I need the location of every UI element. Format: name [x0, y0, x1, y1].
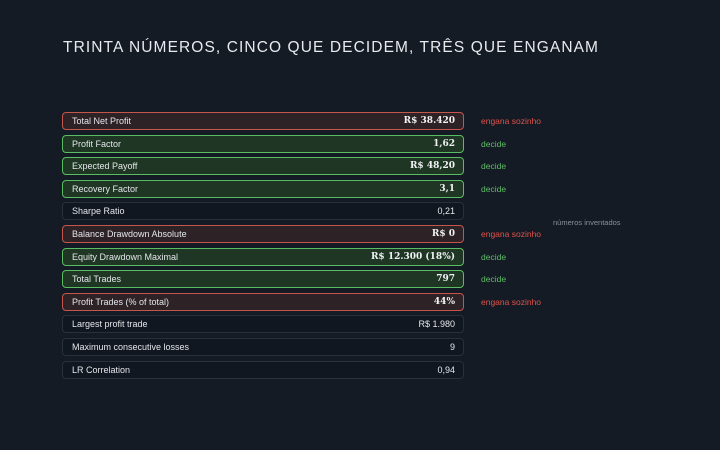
metric-tag: engana sozinho — [481, 296, 542, 307]
metric-value: 9 — [449, 341, 455, 352]
metric-label: Sharpe Ratio — [72, 206, 125, 217]
metric-value: R$ 1.980 — [418, 319, 455, 330]
metric-label: Profit Trades (% of total) — [72, 296, 170, 307]
metric-row: Profit Factor 1,62 — [62, 134, 464, 153]
metric-value: R$ 0 — [431, 228, 455, 239]
side-note: números inventados — [553, 218, 621, 227]
metric-row: LR Correlation 0,94 — [62, 360, 464, 379]
metric-value: R$ 38.420 — [403, 116, 455, 126]
metric-tag: decide — [481, 183, 507, 194]
metric-value: 0,21 — [437, 206, 455, 217]
metric-row-line: Profit Trades (% of total) 44% engana sozi… — [62, 292, 622, 316]
metric-tag: engana sozinho — [481, 116, 542, 126]
metric-row: Recovery Factor 3,1 — [62, 179, 464, 198]
metric-row: Largest profit trade R$ 1.980 — [62, 315, 464, 334]
metric-row: Maximum consecutive losses 9 — [62, 337, 464, 356]
metric-tag: decide — [481, 161, 507, 172]
metric-value: 0,94 — [437, 364, 455, 375]
metric-tag: engana sozinho — [481, 228, 542, 239]
metric-row-line: Recovery Factor 3,1 decide — [62, 179, 622, 203]
metric-row: Total Net Profit R$ 38.420 — [62, 112, 464, 130]
metric-label: Largest profit trade — [72, 319, 148, 330]
metric-label: Expected Payoff — [72, 161, 138, 172]
metric-row-line: Sharpe Ratio 0,21 — [62, 202, 622, 225]
metric-label: Balance Drawdown Absolute — [72, 228, 187, 239]
metric-row-line: Equity Drawdown Maximal R$ 12.300 (18%) de… — [62, 247, 622, 271]
metrics-list: Total Net Profit R$ 38.420 engana sozinho P… — [62, 112, 622, 383]
metric-tag: decide — [481, 251, 507, 262]
metric-label: LR Correlation — [72, 364, 131, 375]
metric-row-line: Expected Payoff R$ 48,20 decide — [62, 157, 622, 180]
metric-label: Profit Factor — [72, 138, 122, 149]
metric-tag: decide — [481, 138, 507, 149]
metric-row: Profit Trades (% of total) 44% — [62, 292, 464, 311]
metric-label: Total Net Profit — [72, 116, 132, 126]
metric-label: Equity Drawdown Maximal — [72, 251, 179, 262]
metric-row: Expected Payoff R$ 48,20 — [62, 157, 464, 176]
metric-label: Maximum consecutive losses — [72, 341, 190, 352]
metric-value: 3,1 — [439, 183, 455, 194]
metric-row-line: Total Net Profit R$ 38.420 engana sozinho — [62, 112, 622, 135]
metric-value: 797 — [436, 274, 455, 285]
page-title: TRINTA NÚMEROS, CINCO QUE DECIDEM, TRÊS … — [63, 39, 600, 56]
metric-row-line: Largest profit trade R$ 1.980 — [62, 315, 622, 338]
metric-label: Recovery Factor — [72, 183, 139, 194]
metric-value: 44% — [433, 296, 455, 307]
metric-value: R$ 48,20 — [409, 161, 455, 172]
metric-value: R$ 12.300 (18%) — [370, 251, 455, 262]
metric-value: 1,62 — [433, 138, 455, 149]
metric-row-line: Maximum consecutive losses 9 — [62, 337, 622, 361]
metric-row: Total Trades 797 — [62, 270, 464, 289]
metric-label: Total Trades — [72, 274, 122, 285]
metric-row: Sharpe Ratio 0,21 — [62, 202, 464, 221]
metric-row: Equity Drawdown Maximal R$ 12.300 (18%) — [62, 247, 464, 266]
metric-row-line: LR Correlation 0,94 — [62, 360, 622, 384]
metric-row: Balance Drawdown Absolute R$ 0 — [62, 224, 464, 243]
metric-row-line: Total Trades 797 decide — [62, 270, 622, 293]
metric-row-line: Balance Drawdown Absolute R$ 0 engana sozi… — [62, 224, 622, 248]
metric-row-line: Profit Factor 1,62 decide — [62, 134, 622, 158]
metric-tag: decide — [481, 274, 507, 285]
